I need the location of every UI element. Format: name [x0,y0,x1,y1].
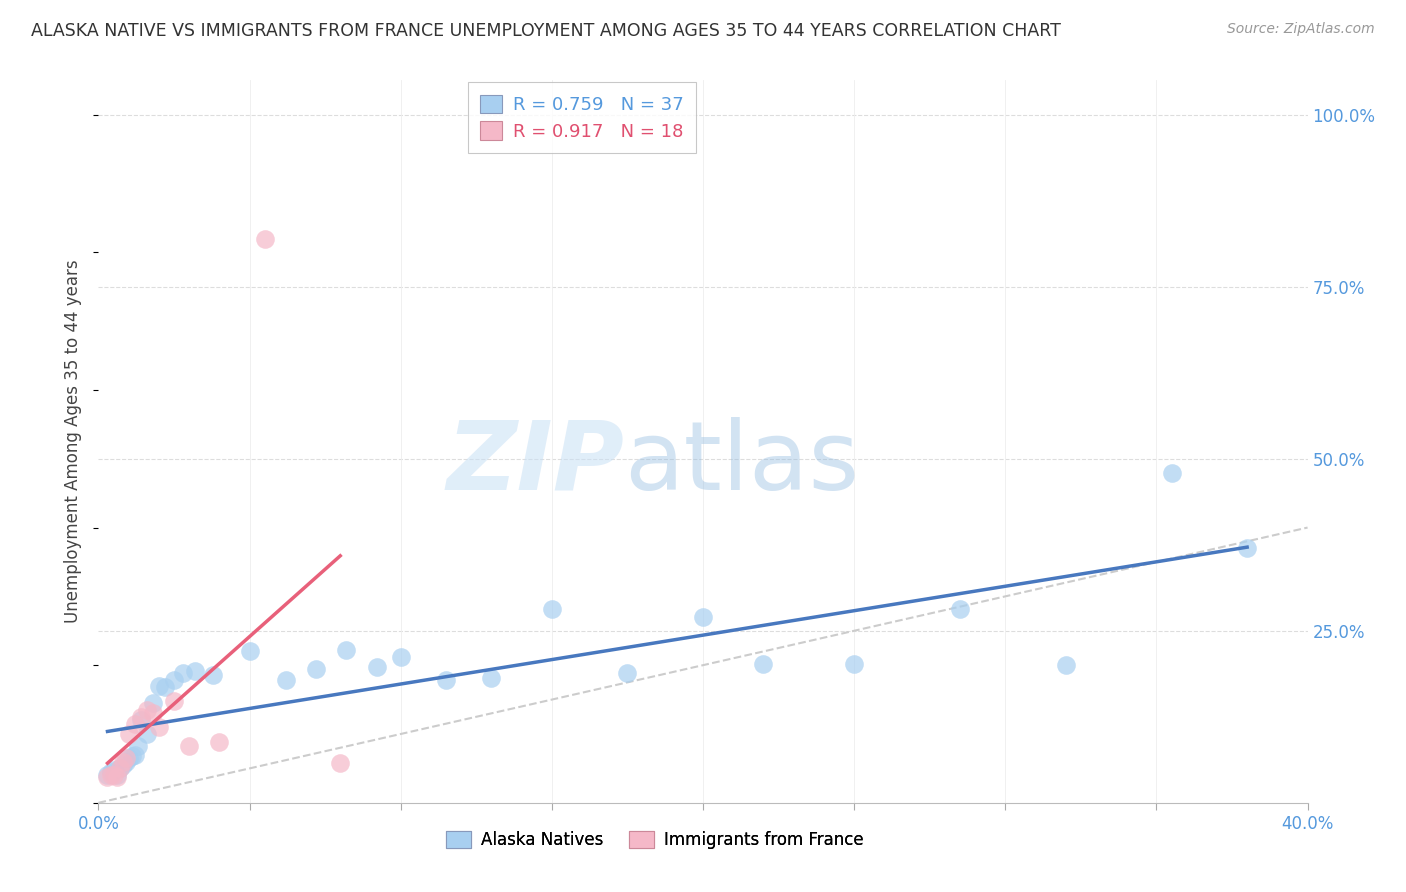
Point [949,601,972,615]
Legend: Alaska Natives, Immigrants from France: Alaska Natives, Immigrants from France [440,824,870,856]
Point [129,710,152,724]
Point [329,756,352,770]
Point [124,747,146,762]
Point [114,751,136,765]
Point [366,659,388,673]
Point [274,673,297,688]
Point [142,706,165,721]
Point [108,761,131,775]
Point [96,770,118,784]
Point [434,673,457,688]
Point [142,696,165,710]
Point [105,768,128,782]
Point [163,694,186,708]
Point [105,770,128,784]
Point [1160,466,1182,480]
Text: ZIP: ZIP [447,417,624,509]
Point [129,713,152,727]
Point [111,755,134,769]
Point [1236,541,1258,556]
Point [752,657,775,671]
Point [103,763,125,777]
Y-axis label: Unemployment Among Ages 35 to 44 years: Unemployment Among Ages 35 to 44 years [65,260,83,624]
Point [1054,658,1077,673]
Point [124,716,146,731]
Point [148,720,170,734]
Point [100,768,122,782]
Point [118,751,141,765]
Point [135,703,157,717]
Point [111,758,134,772]
Point [127,739,149,754]
Point [108,761,131,775]
Point [389,649,412,664]
Text: atlas: atlas [624,417,859,509]
Point [153,680,176,694]
Point [208,735,231,749]
Point [96,768,118,782]
Point [118,727,141,741]
Point [540,601,562,615]
Point [100,764,122,779]
Point [239,644,262,658]
Point [844,657,866,671]
Point [148,679,170,693]
Point [481,671,503,685]
Point [253,231,276,245]
Point [692,610,714,624]
Point [616,666,638,681]
Point [202,668,225,682]
Point [135,727,157,741]
Point [335,643,357,657]
Point [184,664,207,678]
Point [305,662,328,676]
Point [179,739,201,754]
Point [172,666,194,681]
Point [121,749,143,764]
Text: Source: ZipAtlas.com: Source: ZipAtlas.com [1227,22,1375,37]
Point [114,755,136,769]
Point [163,673,186,688]
Text: ALASKA NATIVE VS IMMIGRANTS FROM FRANCE UNEMPLOYMENT AMONG AGES 35 TO 44 YEARS C: ALASKA NATIVE VS IMMIGRANTS FROM FRANCE … [31,22,1060,40]
Point [103,768,125,782]
